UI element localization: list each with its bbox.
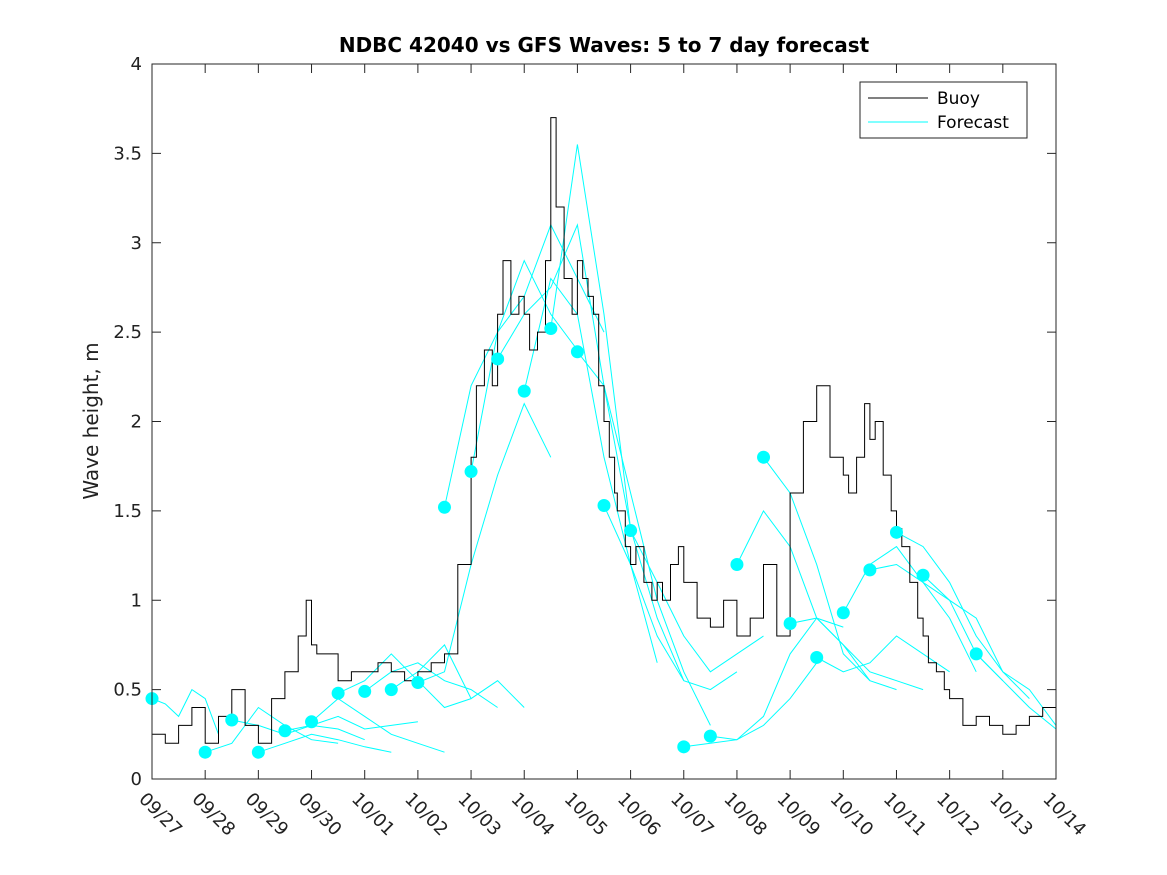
legend-buoy-label: Buoy: [937, 89, 980, 109]
forecast-line: [922, 574, 1057, 726]
y-tick-label: 2: [131, 412, 142, 433]
forecast-line: [763, 457, 897, 691]
forecast-start-marker: [491, 352, 505, 366]
y-axis: 0 0.5 1 1.5 2 2.5 3 3.5 4: [113, 54, 1056, 790]
forecast-start-marker: [331, 686, 345, 700]
y-tick-label: 3: [131, 233, 142, 254]
forecast-line: [550, 144, 685, 681]
forecast-start-marker: [730, 558, 744, 571]
forecast-start-marker: [437, 500, 451, 514]
forecast-line: [311, 697, 445, 753]
y-tick-label: 0.5: [113, 680, 142, 701]
forecast-start-marker: [703, 729, 717, 743]
forecast-line: [630, 530, 764, 673]
forecast-start-marker: [198, 745, 212, 759]
forecast-start-marker: [464, 465, 478, 479]
forecast-marker-group: [145, 322, 983, 759]
chart-title: NDBC 42040 vs GFS Waves: 5 to 7 day fore…: [339, 33, 870, 57]
forecast-start-marker: [411, 675, 425, 689]
forecast-start-marker: [889, 525, 903, 539]
forecast-line: [258, 733, 392, 753]
forecast-line: [683, 662, 818, 748]
forecast-start-marker: [517, 384, 531, 398]
forecast-line: [736, 509, 871, 681]
forecast-line: [391, 644, 525, 708]
forecast-start-marker: [251, 745, 265, 759]
forecast-start-marker: [624, 524, 638, 538]
forecast-start-marker: [969, 647, 983, 661]
y-tick-label: 0: [131, 769, 142, 790]
legend-box: [859, 81, 1028, 139]
forecast-start-marker: [305, 715, 319, 729]
y-tick-label: 2.5: [113, 322, 142, 343]
forecast-start-marker: [597, 499, 611, 513]
forecast-line: [417, 402, 552, 683]
forecast-line: [975, 653, 1057, 730]
forecast-start-marker: [863, 563, 877, 577]
forecast-start-marker: [810, 650, 824, 664]
forecast-start-marker: [757, 450, 771, 464]
forecast-start-marker: [836, 606, 850, 620]
forecast-start-marker: [916, 568, 930, 582]
forecast-line: [710, 617, 844, 741]
forecast-line: [816, 635, 950, 673]
y-tick-label: 3.5: [113, 143, 142, 164]
forecast-line: [603, 505, 738, 691]
y-axis-label: Wave height, m: [79, 342, 103, 499]
legend-forecast-label: Forecast: [937, 113, 1009, 133]
forecast-start-marker: [278, 724, 292, 738]
forecast-start-marker: [570, 345, 584, 359]
y-tick-label: 4: [131, 54, 142, 75]
y-tick-label: 1.5: [113, 501, 142, 522]
forecast-start-marker: [225, 713, 239, 727]
forecast-line: [151, 688, 219, 735]
forecast-line: [790, 617, 924, 691]
forecast-start-marker: [358, 684, 372, 698]
legend: Buoy Forecast: [859, 81, 1028, 139]
y-tick-label: 1: [131, 590, 142, 611]
forecast-line: [523, 277, 658, 663]
forecast-line: [231, 719, 365, 741]
forecast-start-marker: [677, 740, 691, 754]
forecast-start-marker: [783, 616, 797, 630]
forecast-start-marker: [384, 683, 398, 697]
forecast-start-marker: [544, 322, 558, 336]
axes-box: [151, 63, 1057, 780]
